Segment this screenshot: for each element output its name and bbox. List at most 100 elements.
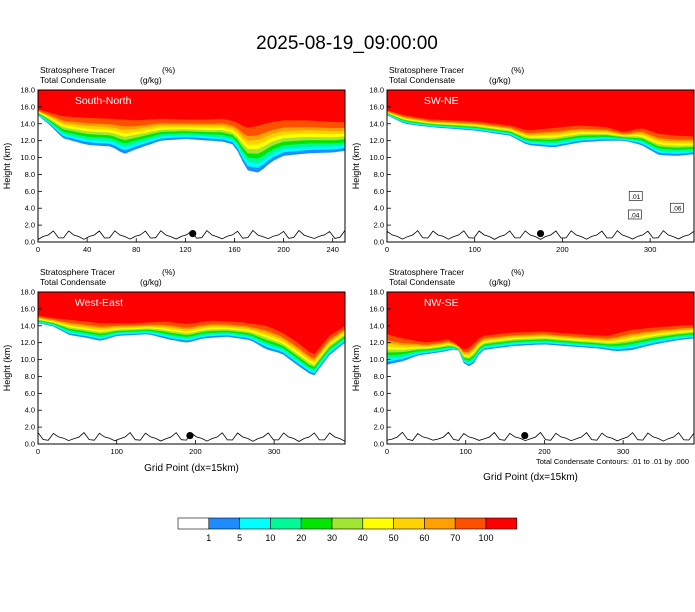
y-tick-label: 4.0 <box>374 406 384 415</box>
y-tick-label: 14.0 <box>369 321 384 330</box>
contour-label: Total Condensate <box>389 75 455 85</box>
y-axis-label: Height (km) <box>2 345 12 392</box>
colorbar-label: 50 <box>389 533 399 543</box>
plot-area <box>38 292 345 444</box>
y-tick-label: 8.0 <box>25 372 35 381</box>
tracer-band <box>387 292 694 350</box>
y-tick-label: 18.0 <box>20 288 35 297</box>
location-marker <box>536 229 545 238</box>
plot-frame <box>37 291 346 445</box>
x-tick-label: 0 <box>385 245 389 254</box>
contour-label-box <box>628 191 643 201</box>
colorbar-swatch <box>270 517 302 530</box>
colorbar-swatch <box>393 517 425 530</box>
panel-nw-se: Stratosphere Tracer (%) Total Condensate (g… <box>351 267 695 483</box>
y-tick-label: 10.0 <box>369 355 384 364</box>
colorbar-label: 40 <box>358 533 368 543</box>
x-tick-label: 300 <box>268 447 281 456</box>
y-tick-label: 6.0 <box>374 389 384 398</box>
y-tick-label: 4.0 <box>25 406 35 415</box>
x-tick-label: 240 <box>326 245 339 254</box>
colorbar-swatch <box>300 517 333 530</box>
x-tick-label: 300 <box>617 447 630 456</box>
contour-unit: (g/kg) <box>489 277 511 287</box>
plot-area <box>387 292 694 444</box>
contour-label: Total Condensate <box>40 75 106 85</box>
x-tick-label: 0 <box>385 447 389 456</box>
colorbar-label: 30 <box>327 533 337 543</box>
y-tick-label: 8.0 <box>25 170 35 179</box>
contour-label-text: .04 <box>630 212 639 219</box>
panel-title: West-East <box>75 297 123 309</box>
y-tick-label: 0.0 <box>25 238 35 247</box>
x-tick-label: 200 <box>189 447 202 456</box>
colorbar-swatch <box>454 517 487 530</box>
contour-unit: (g/kg) <box>489 75 511 85</box>
y-tick-label: 2.0 <box>25 221 35 230</box>
x-tick-label: 300 <box>644 245 657 254</box>
contour-label: Total Condensate <box>389 277 455 287</box>
field-unit: (%) <box>162 267 175 277</box>
y-tick-label: 12.0 <box>369 136 384 145</box>
panel-title: South-North <box>75 95 132 107</box>
location-marker <box>186 431 194 440</box>
x-axis-label: Grid Point (dx=15km) <box>144 463 239 474</box>
y-tick-label: 0.0 <box>374 238 384 247</box>
tracer-band <box>387 90 694 137</box>
terrain-contour <box>387 431 694 443</box>
colorbar-label: 10 <box>265 533 275 543</box>
y-tick-label: 2.0 <box>374 221 384 230</box>
field-label: Stratosphere Tracer <box>389 65 464 75</box>
x-tick-label: 40 <box>83 245 91 254</box>
field-label: Stratosphere Tracer <box>389 267 464 277</box>
field-label: Stratosphere Tracer <box>40 267 115 277</box>
x-axis-label: Grid Point (dx=15km) <box>483 472 578 483</box>
y-tick-label: 8.0 <box>374 372 384 381</box>
panel-sw-ne: Stratosphere Tracer (%) Total Condensate (g… <box>351 65 695 254</box>
y-tick-label: 16.0 <box>20 304 35 313</box>
plot-frame <box>386 291 695 445</box>
contour-label-text: .01 <box>631 194 640 201</box>
colorbar-label: 5 <box>237 533 242 543</box>
y-tick-label: 16.0 <box>369 102 384 111</box>
y-tick-label: 6.0 <box>25 389 35 398</box>
y-tick-label: 12.0 <box>20 136 35 145</box>
x-tick-label: 200 <box>538 447 551 456</box>
colorbar-swatch <box>177 517 210 530</box>
x-tick-label: 120 <box>179 245 192 254</box>
colorbar-swatch <box>485 517 518 530</box>
field-unit: (%) <box>511 267 524 277</box>
y-axis-label: Height (km) <box>351 345 361 392</box>
plot-frame <box>37 89 346 243</box>
y-tick-label: 10.0 <box>20 355 35 364</box>
y-tick-label: 4.0 <box>374 204 384 213</box>
contour-unit: (g/kg) <box>140 75 162 85</box>
x-tick-label: 200 <box>277 245 290 254</box>
y-tick-label: 12.0 <box>20 338 35 347</box>
colorbar-swatch <box>331 517 364 530</box>
colorbar-label: 20 <box>296 533 306 543</box>
panel-title: SW-NE <box>424 95 459 107</box>
terrain-contour <box>38 229 345 241</box>
contour-label-box <box>670 202 684 213</box>
y-tick-label: 8.0 <box>374 170 384 179</box>
plot-area: .01 .04 .06 <box>387 90 694 242</box>
colorbar: 1 5 10 20 30 40 50 60 70 100 <box>177 517 518 543</box>
x-tick-label: 0 <box>36 245 40 254</box>
y-axis-label: Height (km) <box>2 143 12 190</box>
y-tick-label: 10.0 <box>20 153 35 162</box>
location-marker <box>521 431 529 440</box>
colorbar-label: 70 <box>450 533 460 543</box>
colorbar-swatch <box>424 517 456 530</box>
y-tick-label: 16.0 <box>369 304 384 313</box>
plot-area <box>38 90 345 242</box>
field-unit: (%) <box>162 65 175 75</box>
figure-title: 2025-08-19_09:00:00 <box>256 33 438 54</box>
y-tick-label: 6.0 <box>374 187 384 196</box>
x-tick-label: 200 <box>556 245 569 254</box>
contour-note: Total Condensate Contours: .01 to .01 by… <box>536 457 689 466</box>
contour-unit: (g/kg) <box>140 277 162 287</box>
contour-label-text: .06 <box>672 206 681 213</box>
tracer-band <box>38 292 345 355</box>
y-tick-label: 12.0 <box>369 338 384 347</box>
